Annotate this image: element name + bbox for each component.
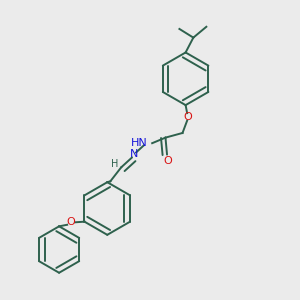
Text: H: H: [111, 159, 118, 169]
Text: O: O: [184, 112, 193, 122]
Text: N: N: [130, 149, 138, 159]
Text: O: O: [164, 157, 172, 166]
Text: O: O: [67, 217, 75, 227]
Text: HN: HN: [131, 138, 148, 148]
